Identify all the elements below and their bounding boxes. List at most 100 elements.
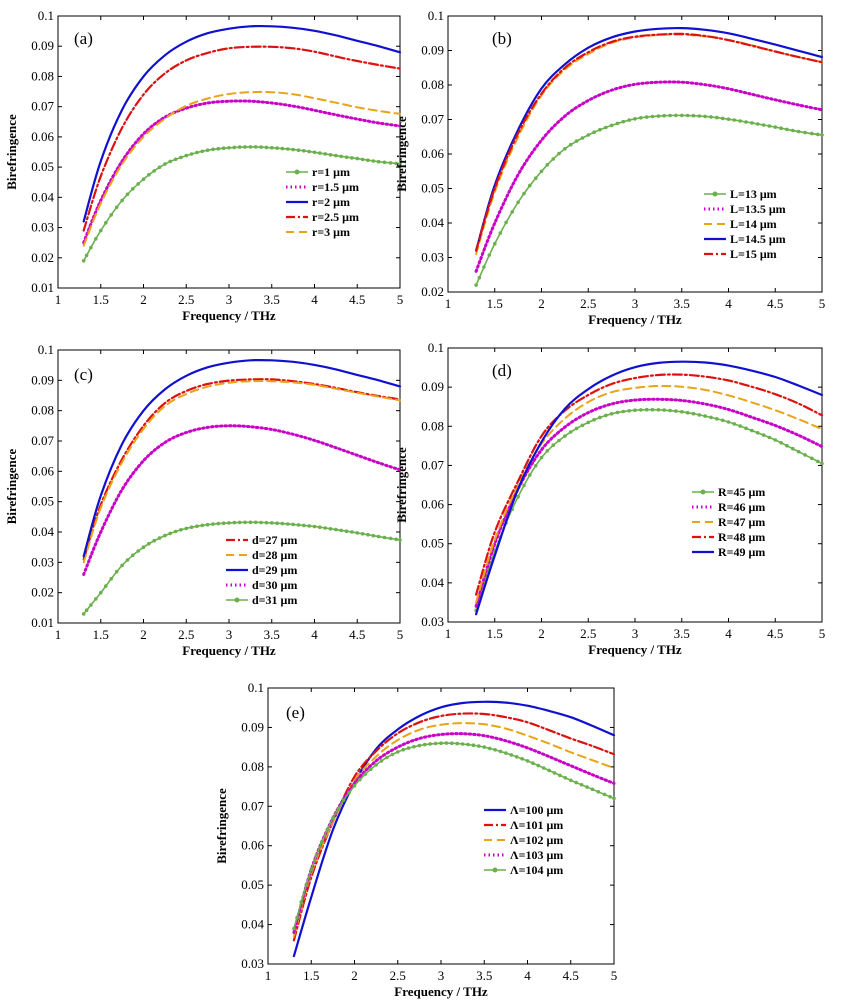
series-marker: [586, 420, 591, 425]
legend-marker: [234, 597, 240, 603]
series-marker: [545, 163, 550, 167]
x-tick-label: 4.5: [767, 626, 783, 641]
series-marker: [816, 132, 820, 137]
series-marker: [376, 159, 381, 164]
series-line: [292, 700, 616, 958]
y-tick-label: 0.03: [31, 554, 54, 569]
y-tick-label: 0.04: [241, 917, 264, 932]
series-line: [82, 45, 402, 232]
series-marker: [674, 113, 678, 118]
series-marker: [253, 520, 258, 525]
series-marker: [84, 608, 89, 612]
series-marker: [318, 525, 322, 529]
y-tick-label: 0.06: [241, 838, 264, 853]
y-tick-label: 0.04: [421, 215, 444, 230]
legend-label: r=3 μm: [312, 225, 350, 239]
series-marker: [568, 430, 573, 434]
series-marker: [104, 584, 108, 588]
series-marker: [709, 415, 713, 420]
series-marker: [585, 785, 589, 789]
y-tick-label: 0.04: [421, 575, 444, 590]
series-marker: [157, 165, 162, 170]
series-line: [475, 32, 824, 252]
series-marker: [715, 115, 719, 120]
series-marker: [339, 154, 344, 159]
series-marker: [385, 755, 389, 760]
series-marker: [785, 127, 789, 132]
x-tick-label: 5: [611, 968, 618, 983]
x-tick-label: 4: [311, 627, 318, 642]
series-marker: [703, 114, 707, 119]
series-marker: [309, 867, 314, 872]
series-marker: [773, 438, 778, 442]
series-marker: [691, 411, 696, 416]
series-marker: [744, 426, 748, 431]
x-tick-label: 2.5: [580, 296, 596, 311]
series-marker: [604, 413, 608, 418]
series-marker: [195, 524, 199, 528]
series-marker: [270, 521, 274, 525]
legend-label: r=2 μm: [312, 195, 350, 209]
series-marker: [504, 220, 508, 225]
series-marker: [379, 759, 384, 763]
series-line: [475, 26, 824, 252]
x-tick-label: 5: [397, 292, 404, 307]
series-marker: [382, 535, 387, 540]
series-marker: [114, 205, 119, 210]
series-marker: [615, 121, 620, 126]
series-marker: [810, 456, 814, 461]
series-marker: [205, 522, 210, 527]
series-marker: [810, 131, 814, 136]
series-marker: [487, 746, 492, 751]
series-marker: [363, 772, 368, 776]
legend-marker: [294, 169, 300, 175]
series-marker: [352, 784, 357, 788]
series-marker: [81, 259, 86, 263]
series-line: [82, 358, 402, 558]
x-tick-label: 1.5: [487, 626, 503, 641]
y-tick-label: 0.02: [421, 284, 444, 299]
series-marker: [314, 853, 319, 858]
x-tick-label: 1.5: [303, 968, 319, 983]
series-marker: [243, 145, 247, 149]
series-marker: [602, 792, 607, 797]
series-marker: [237, 145, 242, 149]
y-tick-label: 0.09: [421, 43, 444, 58]
series-marker: [574, 426, 579, 431]
x-tick-label: 2.5: [580, 626, 596, 641]
series-marker: [482, 265, 486, 269]
x-tick-label: 4: [725, 296, 732, 311]
legend-label: Λ=102 μm: [510, 833, 563, 847]
series-marker: [382, 160, 387, 165]
series-marker: [423, 742, 427, 747]
series-marker: [131, 187, 135, 191]
y-tick-label: 0.07: [31, 433, 54, 448]
series-line: [82, 24, 402, 223]
legend-label: d=31 μm: [252, 593, 297, 607]
series-marker: [344, 529, 349, 533]
series-marker: [125, 192, 130, 197]
y-tick-label: 0.05: [421, 181, 444, 196]
series-marker: [732, 422, 737, 426]
series-marker: [668, 113, 672, 118]
series-marker: [334, 153, 338, 158]
series-line: [475, 360, 824, 616]
y-tick-label: 0.05: [31, 494, 54, 509]
series-marker: [596, 790, 601, 794]
legend-label: d=30 μm: [252, 578, 297, 592]
series-marker: [195, 150, 199, 155]
series-marker: [482, 745, 487, 749]
series-marker: [368, 767, 373, 772]
series-marker: [514, 755, 519, 759]
series-marker: [509, 753, 514, 757]
series-marker: [323, 152, 328, 156]
x-tick-label: 3: [438, 968, 445, 983]
y-tick-label: 0.09: [31, 372, 54, 387]
series-marker: [163, 162, 167, 166]
panel-c: 1 1.5 2 2.5 3 3.5 4 4.5 5 0.01 0.02 0.03 0.04 0.05 0.0…: [4, 342, 403, 658]
series-marker: [574, 780, 578, 785]
x-tick-label: 1: [445, 626, 452, 641]
series-marker: [744, 120, 748, 124]
series-marker: [339, 528, 344, 533]
